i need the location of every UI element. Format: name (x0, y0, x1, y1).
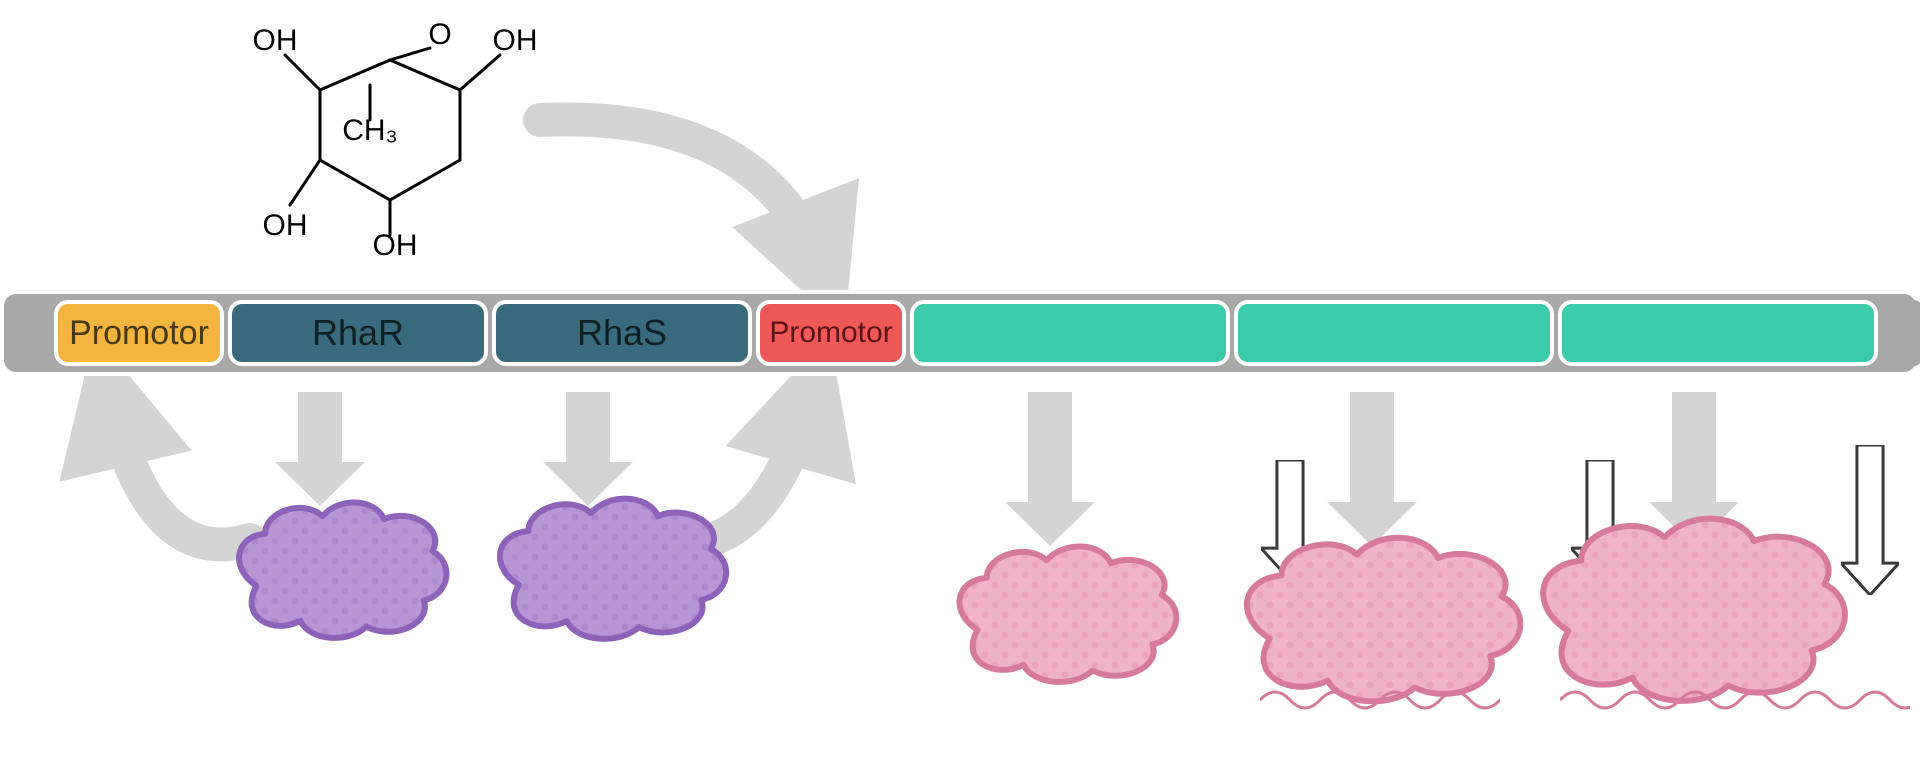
segment-label-rhaS: RhaS (577, 312, 667, 354)
protein-blob-1 (490, 492, 730, 642)
protein-blob-4 (1530, 510, 1850, 705)
segment-label-rhaR: RhaR (312, 312, 404, 354)
protein-blob-3 (1235, 530, 1525, 705)
wave-line-1 (1560, 684, 1910, 716)
segment-gene2 (1234, 300, 1554, 366)
track-spacer-right (1880, 300, 1920, 366)
wave-line-0 (1260, 684, 1500, 716)
down-arrow-3 (1327, 392, 1417, 546)
diagram-canvas: OH OH OH OH O CH₃ PromotorRhaRRhaSPromot… (0, 0, 1920, 759)
segment-rhaS: RhaS (492, 300, 752, 366)
segment-label-promoter1: Promotor (69, 314, 209, 353)
segment-gene3 (1558, 300, 1878, 366)
segment-promoter2: Promotor (756, 300, 906, 366)
track-spacer-left (10, 300, 52, 366)
protein-blob-0 (230, 496, 450, 641)
curved-arrow-rhaR-to-prom1 (110, 400, 250, 545)
gene-track: Promotor RhaR RhaS Promotor (0, 290, 1920, 376)
down-arrow-2 (1005, 392, 1095, 546)
segment-gene1 (910, 300, 1230, 366)
down-arrow-1 (543, 392, 633, 506)
protein-blob-2 (950, 540, 1180, 685)
segment-rhaR: RhaR (228, 300, 488, 366)
down-arrow-0 (275, 392, 365, 506)
segment-promoter1: Promotor (54, 300, 224, 366)
segment-label-promoter2: Promotor (769, 316, 892, 350)
curved-arrow-sugar-to-prom2 (540, 119, 820, 266)
